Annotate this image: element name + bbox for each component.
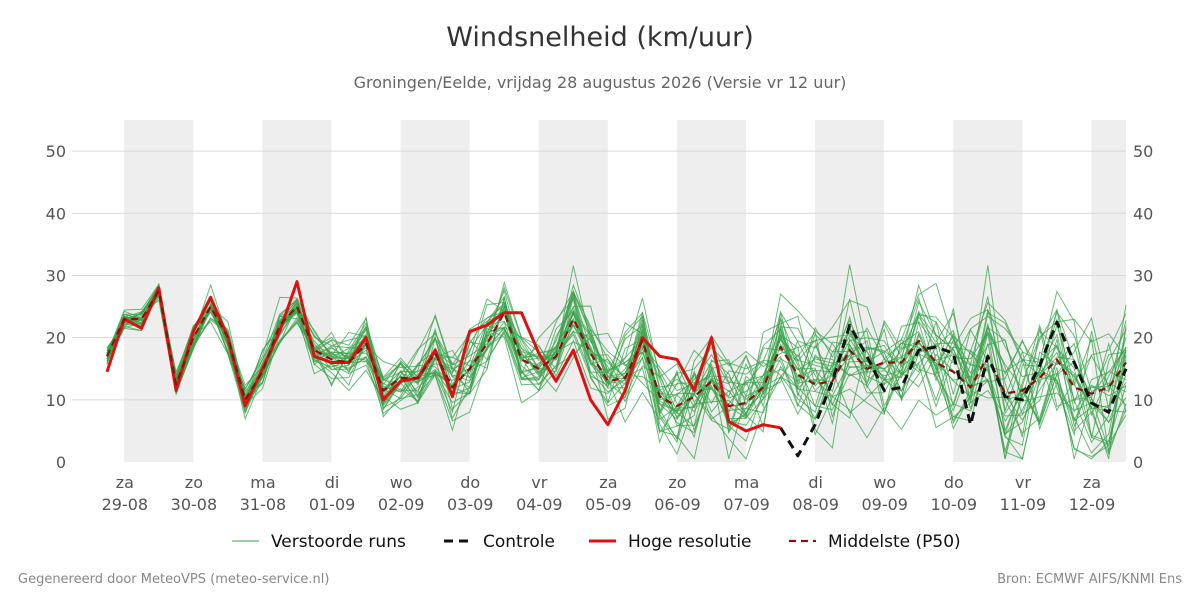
median-series-line: [106, 289, 1127, 408]
x-tick-day: di: [325, 473, 340, 492]
x-tick-day: ma: [250, 473, 275, 492]
main-series-lines: [105, 280, 1128, 458]
x-tick-day: di: [808, 473, 823, 492]
x-tick-day: za: [599, 473, 617, 492]
x-tick-date: 02-09: [378, 495, 425, 514]
x-tick-day: za: [1083, 473, 1101, 492]
chart-subtitle: Groningen/Eelde, vrijdag 28 augustus 202…: [353, 73, 847, 92]
day-band: [262, 120, 332, 462]
y-tick-label-left: 0: [56, 453, 66, 472]
x-tick-day: zo: [668, 473, 686, 492]
footer-source: Bron: ECMWF AIFS/KNMI Ens: [997, 572, 1182, 587]
y-tick-label-right: 30: [1133, 266, 1153, 285]
x-tick-date: 31-08: [240, 495, 287, 514]
x-tick-date: 06-09: [654, 495, 701, 514]
x-tick-day: wo: [390, 473, 413, 492]
x-tick-date: 29-08: [102, 495, 149, 514]
y-tick-label-left: 50: [46, 142, 66, 161]
high-res-series-line: [105, 280, 781, 433]
y-tick-label-right: 20: [1133, 329, 1153, 348]
x-tick-date: 04-09: [516, 495, 563, 514]
x-tick-day: do: [460, 473, 480, 492]
x-tick-date: 05-09: [585, 495, 632, 514]
x-tick-date: 09-09: [861, 495, 908, 514]
x-tick-day: vr: [1015, 473, 1031, 492]
y-tick-label-left: 10: [46, 391, 66, 410]
legend-label-median: Middelste (P50): [828, 532, 961, 552]
legend-label-high-res: Hoge resolutie: [628, 532, 752, 552]
x-tick-day: za: [116, 473, 134, 492]
x-tick-day: ma: [734, 473, 759, 492]
day-band: [400, 120, 470, 462]
night-bands: [124, 120, 1126, 462]
x-tick-date: 30-08: [171, 495, 218, 514]
x-tick-date: 10-09: [931, 495, 978, 514]
y-tick-label-left: 30: [46, 266, 66, 285]
y-tick-label-right: 0: [1133, 453, 1143, 472]
x-tick-date: 03-09: [447, 495, 494, 514]
ensemble-run-line: [106, 289, 1127, 434]
legend-label-control: Controle: [483, 532, 555, 552]
x-tick-day: vr: [531, 473, 547, 492]
x-tick-day: zo: [185, 473, 203, 492]
y-tick-label-right: 10: [1133, 391, 1153, 410]
x-tick-date: 08-09: [792, 495, 839, 514]
y-tick-label-right: 40: [1133, 204, 1153, 223]
x-tick-day: do: [944, 473, 964, 492]
ensemble-run-line: [106, 287, 1127, 439]
x-tick-date: 12-09: [1069, 495, 1116, 514]
footer-generator: Gegenereerd door MeteoVPS (meteo-service…: [18, 572, 330, 587]
x-tick-date: 07-09: [723, 495, 770, 514]
chart-title: Windsnelheid (km/uur): [446, 22, 754, 53]
x-tick-day: wo: [873, 473, 896, 492]
chart-legend: Verstoorde runs Controle Hoge resolutie Mid…: [232, 532, 961, 552]
legend-label-ensemble: Verstoorde runs: [271, 532, 406, 552]
x-tick-date: 11-09: [1000, 495, 1047, 514]
y-axis-ticks: 0 0 10 10 20 20 30 30 40 40 50 50: [46, 142, 1154, 472]
y-tick-label-right: 50: [1133, 142, 1153, 161]
x-tick-date: 01-09: [309, 495, 356, 514]
y-tick-label-left: 40: [46, 204, 66, 223]
control-series-line: [779, 320, 1128, 458]
x-axis-ticks: za 29-08 zo 30-08 ma 31-08 di 01-09 wo 02-09 do 03-…: [102, 473, 1116, 514]
y-tick-label-left: 20: [46, 329, 66, 348]
